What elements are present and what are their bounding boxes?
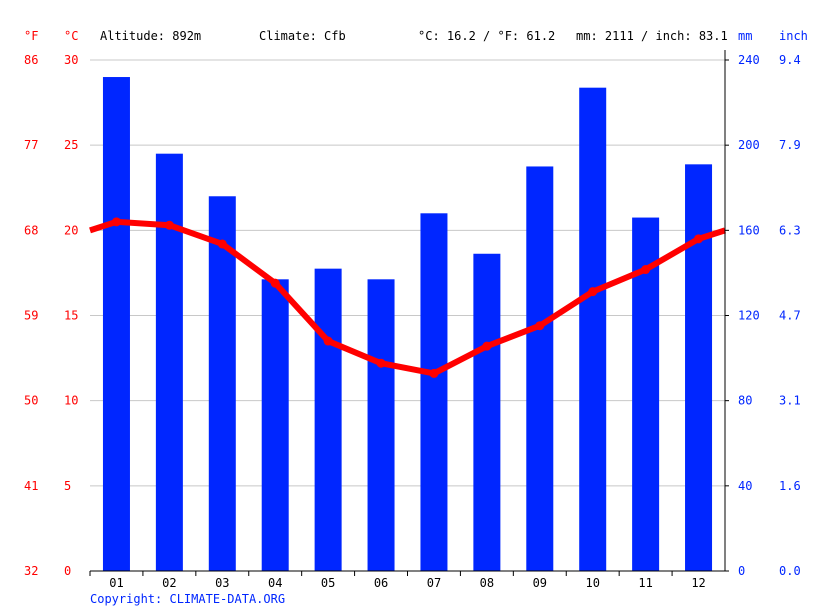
- fahrenheit-tick-label: 41: [24, 479, 38, 493]
- precipitation-bar: [261, 279, 289, 571]
- month-tick-label: 12: [691, 576, 705, 590]
- temperature-point: [535, 321, 545, 331]
- month-tick-label: 09: [533, 576, 547, 590]
- month-tick-label: 01: [109, 576, 123, 590]
- temperature-point: [111, 217, 121, 227]
- precipitation-bar: [155, 153, 183, 571]
- inch-tick-label: 1.6: [779, 479, 801, 493]
- fahrenheit-tick-label: 86: [24, 53, 38, 67]
- mm-tick-label: 80: [738, 394, 752, 408]
- inch-tick-label: 7.9: [779, 138, 801, 152]
- month-tick-label: 02: [162, 576, 176, 590]
- precipitation-bar: [685, 164, 713, 571]
- temperature-point: [164, 220, 174, 230]
- celsius-tick-label: 0: [64, 564, 71, 578]
- mm-tick-label: 200: [738, 138, 760, 152]
- temperature-point: [694, 234, 704, 244]
- precipitation-bar: [102, 77, 130, 572]
- month-tick-label: 11: [638, 576, 652, 590]
- temperature-point: [429, 368, 439, 378]
- celsius-tick-label: 25: [64, 138, 78, 152]
- copyright-link[interactable]: Copyright: CLIMATE-DATA.ORG: [90, 592, 285, 606]
- temperature-point: [641, 265, 651, 275]
- celsius-tick-label: 10: [64, 394, 78, 408]
- precipitation-bar: [579, 87, 607, 571]
- inch-tick-label: 6.3: [779, 223, 801, 237]
- month-tick-label: 07: [427, 576, 441, 590]
- climate-label: Climate: Cfb: [259, 29, 346, 43]
- precipitation-bar: [314, 268, 342, 571]
- fahrenheit-tick-label: 50: [24, 394, 38, 408]
- mm-tick-label: 0: [738, 564, 745, 578]
- mm-tick-label: 120: [738, 309, 760, 323]
- month-tick-label: 04: [268, 576, 282, 590]
- inch-tick-label: 9.4: [779, 53, 801, 67]
- celsius-unit-label: °C: [64, 29, 78, 43]
- mm-tick-label: 240: [738, 53, 760, 67]
- fahrenheit-tick-label: 32: [24, 564, 38, 578]
- temperature-point: [217, 239, 227, 249]
- temperature-point: [588, 287, 598, 297]
- temperature-point: [376, 358, 386, 368]
- fahrenheit-unit-label: °F: [24, 29, 38, 43]
- temperature-average-label: °C: 16.2 / °F: 61.2: [418, 29, 555, 43]
- temperature-line: [89, 218, 726, 377]
- month-tick-label: 05: [321, 576, 335, 590]
- mm-tick-label: 40: [738, 479, 752, 493]
- celsius-tick-label: 20: [64, 223, 78, 237]
- celsius-tick-label: 15: [64, 309, 78, 323]
- temperature-point: [482, 341, 492, 351]
- precipitation-bar: [367, 279, 395, 571]
- mm-unit-label: mm: [738, 29, 752, 43]
- month-tick-label: 10: [585, 576, 599, 590]
- fahrenheit-tick-label: 68: [24, 223, 38, 237]
- precipitation-bar: [420, 213, 448, 572]
- precipitation-bar: [526, 166, 554, 572]
- temperature-point: [270, 278, 280, 288]
- mm-tick-label: 160: [738, 223, 760, 237]
- month-tick-label: 08: [480, 576, 494, 590]
- precipitation-bar: [473, 253, 501, 572]
- altitude-label: Altitude: 892m: [100, 29, 201, 43]
- celsius-tick-label: 5: [64, 479, 71, 493]
- celsius-tick-label: 30: [64, 53, 78, 67]
- inch-tick-label: 4.7: [779, 309, 801, 323]
- month-tick-label: 06: [374, 576, 388, 590]
- inch-tick-label: 0.0: [779, 564, 801, 578]
- precipitation-total-label: mm: 2111 / inch: 83.1: [576, 29, 728, 43]
- temperature-point: [323, 336, 333, 346]
- inch-tick-label: 3.1: [779, 394, 801, 408]
- month-tick-label: 03: [215, 576, 229, 590]
- fahrenheit-tick-label: 59: [24, 309, 38, 323]
- precipitation-bar: [208, 196, 236, 571]
- fahrenheit-tick-label: 77: [24, 138, 38, 152]
- inch-unit-label: inch: [779, 29, 808, 43]
